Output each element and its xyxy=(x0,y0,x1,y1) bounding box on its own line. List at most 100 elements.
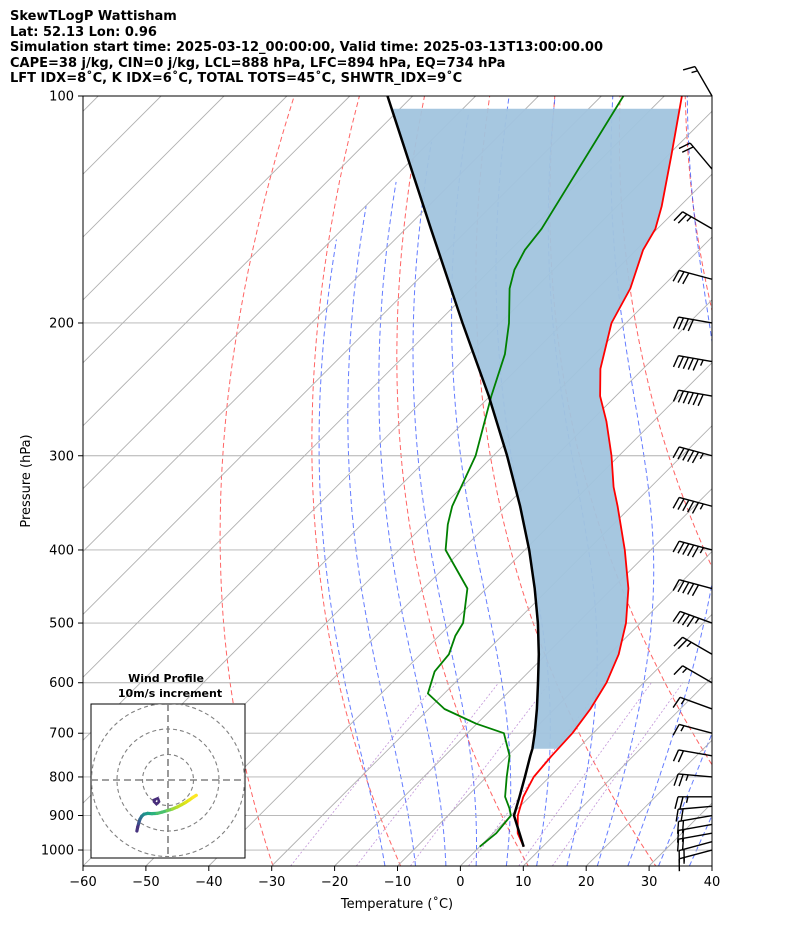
x-tick-label: −10 xyxy=(384,875,411,890)
barb-flag xyxy=(677,271,685,283)
isotherm-gridline xyxy=(83,96,351,364)
wind-barb xyxy=(672,496,713,514)
wind-barb xyxy=(672,354,713,371)
barb-flag xyxy=(673,665,684,676)
y-tick-label: 300 xyxy=(49,449,74,464)
barb-flag xyxy=(672,316,680,329)
barb-flag xyxy=(672,611,681,623)
barb-staff xyxy=(678,723,713,734)
barb-staff xyxy=(679,696,713,710)
wind-barb xyxy=(674,796,712,809)
barb-flag xyxy=(672,270,680,282)
barb-half-flag xyxy=(699,547,704,554)
mixing-ratio-line xyxy=(290,682,437,866)
barb-flag xyxy=(673,636,684,647)
barb-flag xyxy=(681,614,691,626)
cape-shading xyxy=(391,108,680,749)
isotherm-gridline xyxy=(648,802,712,866)
barb-flag xyxy=(677,390,685,403)
barb-flag xyxy=(681,146,694,153)
barb-flag xyxy=(672,389,680,402)
barb-half-flag xyxy=(699,503,704,510)
isotherm-gridline xyxy=(460,613,712,866)
barb-flag xyxy=(682,272,690,285)
moist-adiabat xyxy=(658,731,712,866)
indices-line-2: LFT IDX=8˚C, K IDX=6˚C, TOTAL TOTS=45˚C,… xyxy=(10,71,463,86)
hodograph-inset: Wind Profile 10m/s increment xyxy=(90,672,246,859)
moist-adiabat xyxy=(412,141,477,866)
barb-staff xyxy=(678,446,713,457)
wind-barb xyxy=(672,540,713,558)
barb-staff xyxy=(678,805,713,810)
indices-line-1: CAPE=38 j/kg, CIN=0 j/kg, LCL=888 hPa, L… xyxy=(10,55,506,71)
barb-flag xyxy=(677,542,685,554)
y-axis-label: Pressure (hPa) xyxy=(19,434,34,527)
moist-adiabat xyxy=(378,181,447,866)
barb-staff xyxy=(678,832,713,840)
barb-half-flag xyxy=(694,617,700,624)
barb-flag xyxy=(672,446,680,459)
x-tick-label: −50 xyxy=(132,875,159,890)
wind-barb xyxy=(672,723,713,736)
x-tick-label: −30 xyxy=(258,875,285,890)
barb-flag xyxy=(674,796,679,809)
barb-staff xyxy=(678,841,713,852)
barb-flag xyxy=(677,447,685,460)
wind-barb xyxy=(673,211,713,230)
y-tick-label: 800 xyxy=(49,770,74,785)
barb-flag xyxy=(672,579,680,591)
y-tick-label: 600 xyxy=(49,676,74,691)
barb-flag xyxy=(686,616,695,628)
axis-ticks: −60 −50 −40 −30 −20 −10 0 10 20 30 40 1000 900 800 700… xyxy=(41,90,720,891)
barb-flag xyxy=(677,498,685,510)
barb-staff xyxy=(678,773,713,778)
dry-adiabat xyxy=(684,96,712,313)
barb-half-flag xyxy=(686,216,692,222)
barb-flag xyxy=(692,358,699,371)
x-tick-label: 10 xyxy=(515,875,532,890)
wind-barb xyxy=(673,665,713,684)
profile-lines xyxy=(386,96,683,848)
barb-flag xyxy=(687,544,695,557)
moist-adiabat xyxy=(627,96,712,866)
isotherm-gridline xyxy=(83,96,288,301)
wind-barb xyxy=(675,805,713,822)
barb-flag xyxy=(697,394,704,407)
y-tick-label: 500 xyxy=(49,617,74,632)
barb-staff xyxy=(679,610,713,624)
isotherm-gridline xyxy=(83,96,539,553)
mixing-ratio-line xyxy=(410,682,550,866)
isotherm-gridline xyxy=(83,96,476,490)
barb-flag xyxy=(677,639,688,650)
barb-staff xyxy=(678,814,713,823)
barb-half-flag xyxy=(680,725,685,732)
moist-adiabat xyxy=(347,206,416,866)
barb-flag xyxy=(682,543,690,555)
isotherm-gridline xyxy=(83,96,225,238)
location-line: Lat: 52.13 Lon: 0.96 xyxy=(10,24,157,40)
x-tick-label: −40 xyxy=(195,875,222,890)
isotherm-gridline xyxy=(711,865,712,866)
barb-flag xyxy=(687,450,695,462)
wind-barbs xyxy=(672,65,713,872)
isotherm-gridline xyxy=(775,96,794,866)
barb-staff xyxy=(682,665,713,684)
barb-staff xyxy=(678,540,713,551)
barb-staff xyxy=(678,579,713,590)
barb-flag xyxy=(672,540,680,553)
barb-flag xyxy=(672,724,680,736)
wind-barb xyxy=(672,269,713,285)
x-tick-label: −60 xyxy=(69,875,96,890)
isotherm-gridline xyxy=(83,96,414,427)
barb-flag xyxy=(682,65,696,71)
wind-barb xyxy=(673,773,713,787)
y-tick-label: 700 xyxy=(49,727,74,742)
barb-staff xyxy=(689,142,713,170)
barb-half-flag xyxy=(699,453,704,460)
barb-flag xyxy=(680,808,684,822)
barb-staff xyxy=(678,316,713,324)
isotherm-gridline xyxy=(522,676,712,866)
barb-flag xyxy=(675,809,679,822)
barb-flag xyxy=(673,211,684,222)
x-tick-label: 20 xyxy=(578,875,595,890)
